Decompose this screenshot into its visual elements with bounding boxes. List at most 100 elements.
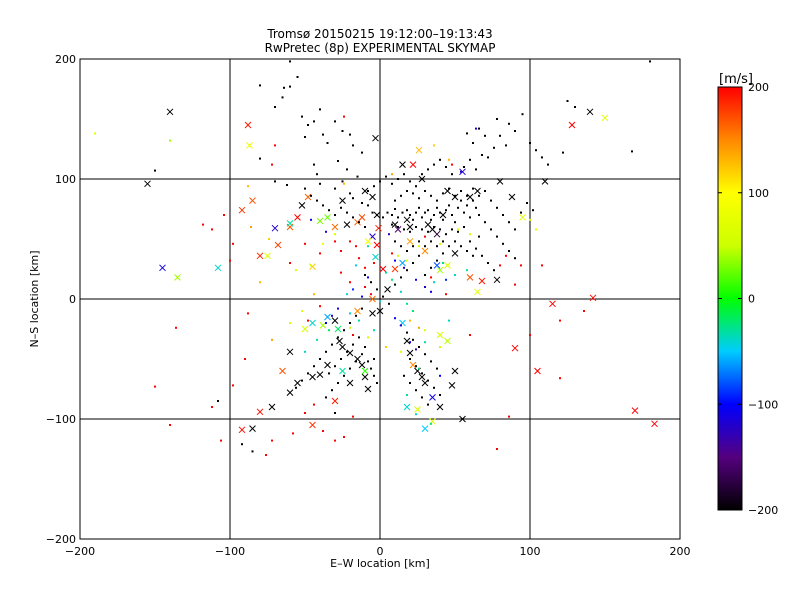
data-point-dot [469,158,471,161]
data-point-cross [264,252,271,260]
data-point-dot [451,228,453,231]
data-point-dot [439,242,441,245]
data-point-dot [631,150,633,153]
data-point-dot [457,228,459,231]
data-point-dot [370,281,372,284]
data-point-dot [460,190,462,192]
y-tick-label: 100 [55,173,76,186]
data-point-dot [475,206,477,209]
data-point-dot [508,250,510,252]
data-point-dot [505,144,507,147]
data-point-dot [322,204,324,207]
axis-ticks: −200 −100 0 100 200 −200 −100 0 100 200 [46,53,691,558]
data-point-dot [232,384,234,387]
data-point-dot [349,192,351,195]
data-point-dot [223,214,225,216]
data-point-cross [651,420,658,428]
data-point-cross [433,230,441,238]
data-point-dot [445,293,447,296]
data-point-dot [331,343,333,346]
data-point-dot [358,336,360,339]
data-point-dot [409,358,411,360]
x-tick-label: −100 [215,545,245,558]
data-point-cross [399,161,406,168]
data-point-cross [354,307,361,315]
data-point-dot [326,142,329,144]
data-point-dot [382,216,384,219]
data-point-dot [505,254,507,257]
data-point-dot [487,262,489,264]
data-point-dot [175,326,177,329]
data-point-cross [459,415,466,423]
data-point-cross [286,389,294,396]
data-point-cross [384,286,391,293]
data-point-dot [232,242,234,245]
data-point-cross [511,344,519,352]
data-point-dot [566,100,569,102]
data-point-dot [559,319,561,322]
data-point-dot [259,281,261,284]
data-point-dot [397,254,399,257]
data-point-dot [409,382,411,384]
data-point-dot [343,115,345,118]
data-point-dot [304,412,306,414]
data-point-dot [502,214,504,216]
data-point-dot [487,156,489,159]
data-point-cross [418,175,426,183]
data-point-dot [349,281,351,284]
data-point-cross [586,108,594,116]
data-point-dot [427,230,429,233]
data-point-dot [547,163,549,166]
data-point-dot [424,353,426,356]
data-point-dot [325,396,327,399]
data-point-dot [445,166,447,168]
data-point-dot [341,180,344,183]
data-point-dot [499,134,501,137]
data-point-dot [478,235,480,238]
data-point-dot [460,245,462,248]
data-point-dot [415,348,417,351]
data-point-dot [526,202,528,204]
data-point-dot [406,331,408,334]
data-point-dot [418,326,420,329]
data-point-dot [424,341,426,344]
data-point-dot [406,259,408,262]
colorbar-tick-label: −100 [748,398,778,411]
data-point-dot [496,235,498,238]
data-point-cross [478,277,486,285]
chart-title: Tromsø 20150215 19:12:00–19:13:43 [266,27,492,41]
data-point-dot [532,209,534,212]
data-point-cross [309,373,316,381]
data-point-dot [484,134,486,137]
chart-subtitle: RwPretec (8p) EXPERIMENTAL SKYMAP [265,41,496,55]
data-point-dot [463,166,465,168]
data-point-dot [475,127,477,130]
data-point-dot [322,430,324,432]
data-point-dot [382,295,384,298]
data-point-dot [421,216,423,219]
data-point-dot [439,158,441,161]
data-point-dot [361,295,363,298]
data-point-dot [502,242,504,245]
data-point-dot [370,367,372,370]
data-point-dot [367,204,369,207]
data-point-dot [334,365,336,368]
data-point-dot [406,394,408,396]
data-point-dot [401,211,404,214]
data-point-dot [202,223,204,226]
data-point-cross [166,108,174,116]
data-point-dot [442,262,444,264]
data-point-dot [301,310,303,312]
data-point-dot [352,216,354,219]
data-point-dot [472,254,474,257]
data-point-dot [466,204,468,207]
data-point-dot [325,230,327,233]
data-point-dot [388,233,390,236]
data-point-cross [324,214,331,221]
data-point-cross [406,349,414,357]
data-point-dot [448,245,450,248]
data-point-dot [469,240,471,243]
data-point-dot [367,276,369,279]
data-point-cross [336,337,343,345]
